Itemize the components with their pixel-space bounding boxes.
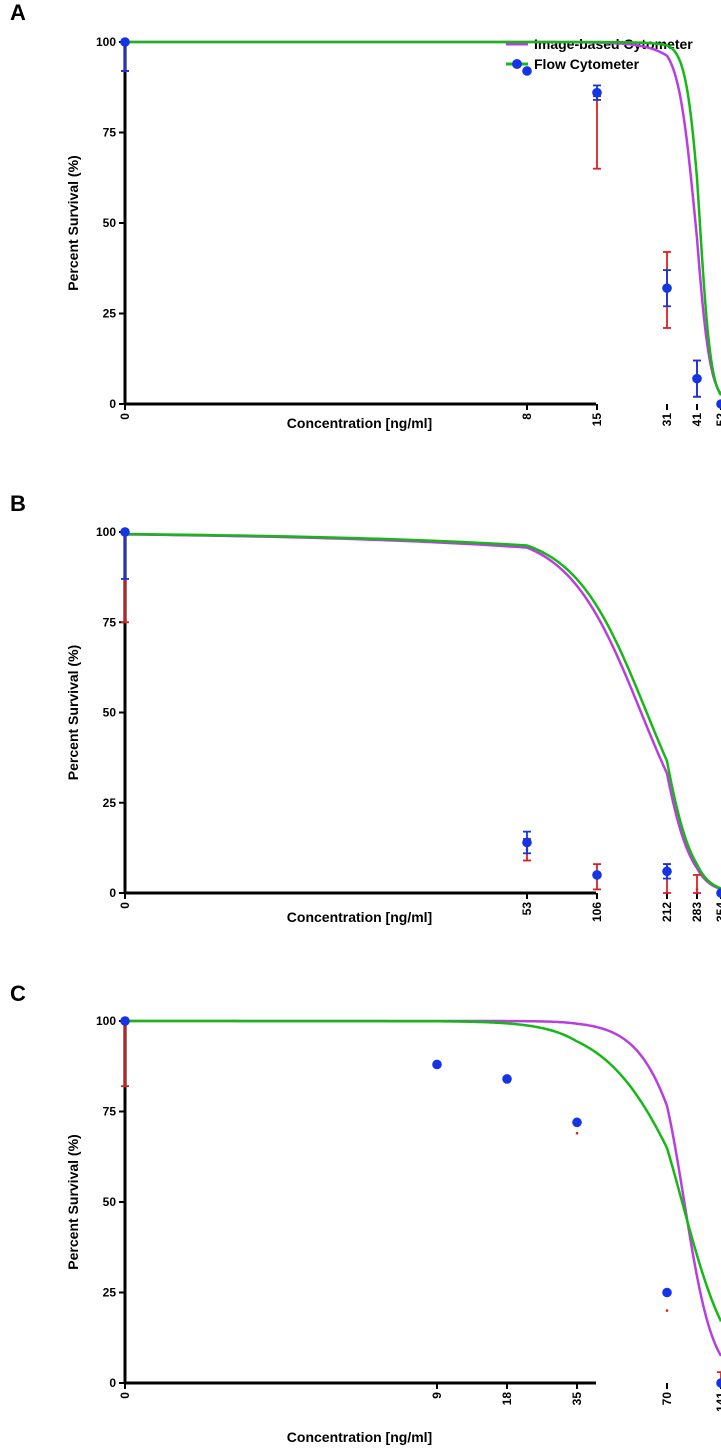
y-tick-label: 100 — [96, 1014, 116, 1028]
data-point-flow — [716, 1378, 721, 1388]
data-point-flow — [432, 1059, 442, 1070]
data-point-flow — [502, 1074, 512, 1084]
y-tick-label: 75 — [103, 615, 117, 629]
y-axis-title: Percent Survival (%) — [65, 645, 81, 780]
data-point-image-based — [695, 888, 699, 891]
data-point-flow — [120, 37, 130, 47]
data-point-flow — [522, 66, 532, 76]
x-axis-title: Concentration [ng/ml] — [287, 909, 432, 925]
y-tick-label: 0 — [109, 397, 116, 411]
x-tick-label: 283 — [690, 902, 704, 922]
x-tick-label: 0 — [118, 902, 132, 909]
data-point-flow — [522, 837, 532, 848]
y-axis-title: Percent Survival (%) — [65, 155, 81, 290]
y-tick-label: 50 — [103, 706, 117, 720]
y-axis-title: Percent Survival (%) — [65, 1134, 81, 1269]
x-tick-label: 354 — [714, 902, 721, 922]
y-tick-label: 50 — [103, 1195, 117, 1209]
y-tick-label: 75 — [103, 126, 117, 140]
panel-letter: A — [10, 0, 26, 25]
y-tick-label: 100 — [96, 525, 116, 539]
x-tick-label: 9 — [430, 1392, 444, 1399]
y-tick-label: 0 — [109, 1376, 116, 1390]
y-tick-label: 75 — [103, 1105, 117, 1119]
fit-curve-image-based — [125, 1019, 721, 1357]
fit-curve-image-based — [125, 40, 721, 395]
x-tick-label: 41 — [690, 413, 704, 427]
data-point-flow — [662, 866, 672, 877]
data-point-image-based — [665, 1309, 669, 1312]
data-point-flow — [592, 870, 602, 880]
x-tick-label: 70 — [660, 1392, 674, 1406]
x-tick-label: 52 — [714, 413, 721, 427]
x-tick-label: 35 — [570, 1392, 584, 1406]
data-point-flow — [120, 527, 130, 537]
panel-letter: C — [10, 981, 26, 1006]
x-tick-label: 15 — [590, 413, 604, 427]
error-bar-flow — [121, 531, 129, 580]
panel-letter: B — [10, 491, 26, 516]
data-point-image-based — [575, 1131, 579, 1135]
x-tick-label: 31 — [660, 413, 674, 427]
data-point-flow — [572, 1117, 582, 1128]
fit-curve-image-based — [124, 533, 721, 891]
legend-flow-label: Flow Cytometer — [534, 56, 640, 72]
data-point-flow — [662, 283, 672, 293]
y-tick-label: 25 — [103, 1286, 117, 1300]
data-point-flow — [716, 888, 721, 898]
fit-curve-flow — [125, 40, 721, 396]
x-tick-label: 141 — [714, 1392, 721, 1412]
y-tick-label: 0 — [109, 886, 116, 900]
y-tick-label: 25 — [103, 796, 117, 810]
chart-panel-b: B 0 25 50 75 100 0 53 106 212 283 354 Percent Surviv… — [10, 491, 721, 925]
data-point-flow — [692, 373, 702, 384]
data-point-flow — [592, 87, 602, 98]
fit-curve-flow — [124, 532, 721, 890]
x-tick-label: 8 — [520, 413, 534, 420]
error-bar-image-based — [593, 95, 601, 170]
y-tick-label: 50 — [103, 216, 117, 230]
x-tick-label: 0 — [118, 413, 132, 420]
data-point-flow — [120, 1016, 130, 1026]
x-tick-label: 0 — [118, 1392, 132, 1399]
fit-curve-flow — [125, 1019, 721, 1322]
data-point-flow — [716, 399, 721, 409]
chart-panel-a: A 0 25 50 75 100 0 8 15 31 41 52 Percent Survival (%… — [10, 0, 721, 431]
x-tick-label: 106 — [590, 902, 604, 922]
x-tick-label: 53 — [520, 902, 534, 916]
error-bar-image-based — [121, 1020, 129, 1088]
x-tick-label: 212 — [660, 902, 674, 922]
legend-flow-marker — [512, 59, 522, 69]
chart-panel-c: C 0 25 50 75 100 0 9 18 35 70 141 Percent Survival (… — [10, 981, 721, 1445]
y-tick-label: 25 — [103, 307, 117, 321]
x-axis-title: Concentration [ng/ml] — [287, 1429, 432, 1445]
x-axis-title: Concentration [ng/ml] — [287, 415, 432, 431]
x-tick-label: 18 — [500, 1392, 514, 1406]
data-point-flow — [662, 1287, 672, 1298]
y-tick-label: 100 — [96, 35, 116, 49]
